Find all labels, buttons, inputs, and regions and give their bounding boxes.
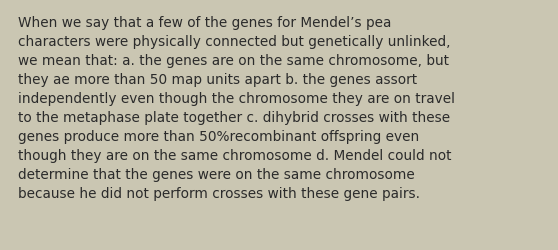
Text: When we say that a few of the genes for Mendel’s pea
characters were physically : When we say that a few of the genes for … (18, 16, 455, 200)
